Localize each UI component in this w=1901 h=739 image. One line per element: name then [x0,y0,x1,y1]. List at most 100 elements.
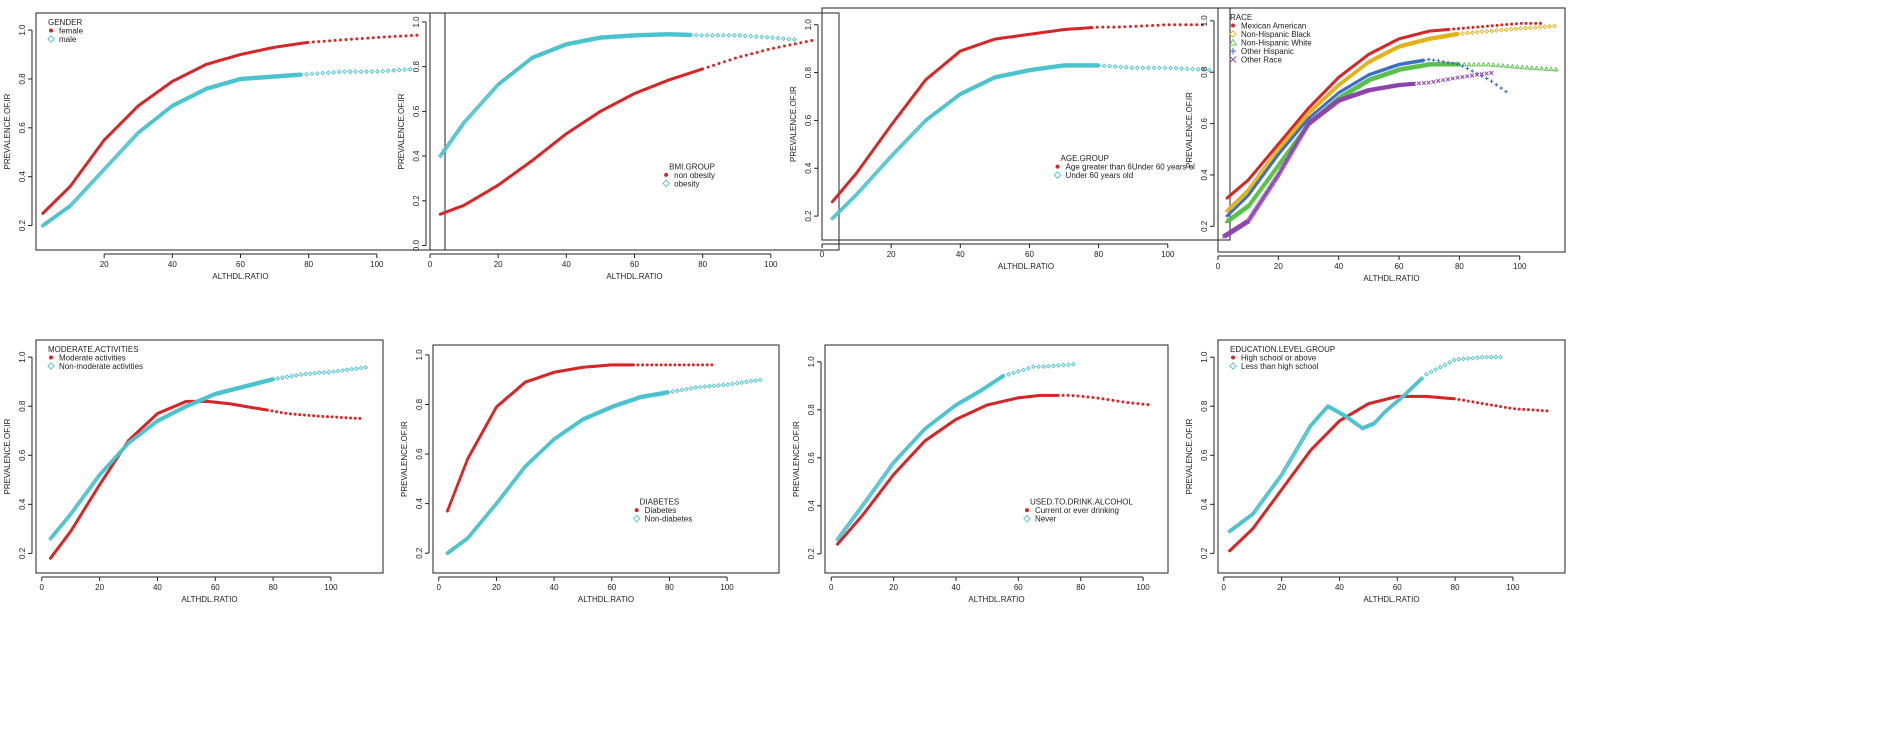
data-point [1465,74,1470,79]
data-point [1189,23,1193,27]
x-tick-label: 40 [956,250,965,259]
data-point [342,69,348,75]
data-point [314,71,320,76]
legend-marker [1229,38,1237,46]
data-point [1184,23,1188,27]
data-point [742,33,748,39]
legend-title: GENDER [48,18,82,27]
data-point [388,35,392,39]
data-point [684,386,689,392]
data-point [325,415,329,419]
data-point [710,32,715,38]
data-point [358,69,364,75]
data-point [307,413,311,417]
data-point [1200,23,1204,27]
data-point [1426,80,1431,85]
legend-title: DIABETES [640,498,680,507]
data-point [1524,64,1530,70]
x-axis-label: ALTHDL.RATIO [212,272,268,281]
data-point [275,410,279,414]
data-point [415,33,419,37]
y-tick-label: 0.6 [1200,117,1209,129]
data-point [1529,65,1535,70]
y-axis-label: PREVALENCE.OF.IR [1185,92,1194,168]
data-point [1447,27,1451,31]
data-point [1411,81,1417,86]
data-point [1184,66,1190,72]
x-tick-label: 40 [153,583,162,592]
y-axis-label: PREVALENCE.OF.IR [3,93,12,169]
data-point [377,35,381,39]
data-point [1460,30,1466,36]
data-point [1490,24,1494,28]
data-point [1450,76,1455,81]
chart-panel-6: 0 20 40 60 80 100ALTHDL.RATIO0.20.40.60.81.0P… [400,344,780,604]
data-point [1421,80,1426,86]
data-point [402,67,408,73]
series-diabetes [445,363,714,513]
series-age-greater-than-6under-60-years-ol [830,23,1204,204]
data-point [1542,24,1548,30]
data-point [296,72,302,78]
data-point [701,363,705,367]
data-point [275,376,281,381]
y-axis-label: PREVALENCE.OF.IR [397,93,406,169]
x-axis-label: ALTHDL.RATIO [968,595,1024,604]
data-point [1157,65,1162,71]
data-point [1505,63,1511,68]
data-point [1117,25,1121,29]
series-male [40,66,413,229]
data-point [330,415,334,419]
data-point [1134,24,1138,28]
data-point [1178,23,1182,27]
data-point [335,368,341,374]
data-point [309,71,315,77]
x-tick-label: 60 [607,583,616,592]
data-point [696,363,700,367]
legend-marker [49,355,53,360]
data-point [339,415,343,419]
data-point [1495,62,1501,68]
y-tick-label: 0.6 [18,449,27,461]
x-tick-label: 80 [698,260,707,269]
data-point [1514,22,1518,26]
data-point [1416,81,1422,86]
data-point [1510,22,1514,26]
data-point [1118,64,1124,70]
x-tick-label: 80 [304,260,313,269]
data-point [715,32,721,38]
data-point [791,37,797,42]
x-axis-label: ALTHDL.RATIO [578,595,634,604]
legend-label: Non-diabetes [645,515,693,524]
y-tick-label: 0.4 [807,500,816,512]
x-tick-label: 0 [428,260,433,269]
y-tick-label: 0.6 [804,114,813,126]
data-point [775,35,781,41]
data-point [1469,73,1475,78]
data-point [1532,25,1538,30]
data-point [636,363,640,367]
data-point [321,414,325,418]
data-point [654,363,658,367]
x-tick-label: 100 [720,583,734,592]
data-point [326,369,332,375]
legend-label: Mexican American [1241,22,1306,31]
data-point [678,363,682,367]
data-point [1523,25,1528,31]
legend-label: Moderate activities [59,354,126,363]
data-point [1190,66,1196,72]
legend-label: Under 60 years old [1066,171,1134,180]
data-point [764,34,770,40]
data-point [1465,30,1470,36]
legend-marker [632,514,641,523]
legend-marker [1053,171,1062,179]
data-point [293,412,297,416]
data-point [1494,82,1499,87]
data-point [759,34,765,40]
data-point [739,380,745,385]
data-point [1499,86,1503,90]
data-point [1484,76,1489,81]
data-point [1505,23,1509,27]
data-point [358,365,364,371]
data-point [702,384,708,389]
